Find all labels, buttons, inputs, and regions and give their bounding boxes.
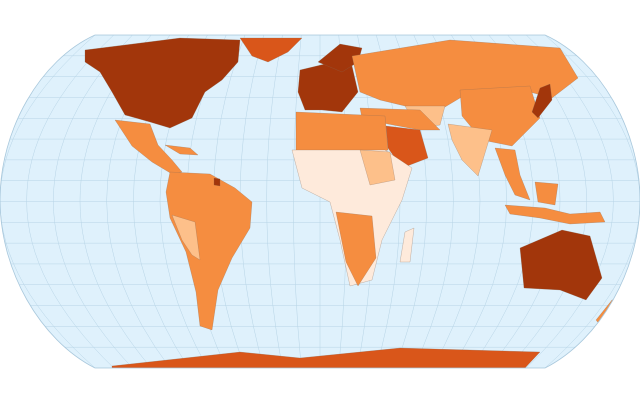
- region-india[interactable]: [447, 123, 493, 177]
- region-madagascar[interactable]: [399, 227, 415, 263]
- graticule-meridian: [293, 35, 302, 368]
- region-south-america[interactable]: [165, 171, 253, 331]
- region-greenland[interactable]: [239, 37, 303, 63]
- countries: [84, 37, 621, 368]
- graticule-meridian: [266, 35, 283, 368]
- region-borneo[interactable]: [534, 181, 559, 206]
- globe-outline: [0, 34, 640, 369]
- region-japan[interactable]: [531, 83, 553, 119]
- region-southern-africa[interactable]: [335, 211, 377, 287]
- region-north-america[interactable]: [84, 37, 241, 129]
- region-antarctica[interactable]: [111, 347, 541, 368]
- region-caribbean[interactable]: [164, 144, 199, 156]
- region-central-america[interactable]: [114, 119, 183, 175]
- graticule-meridian: [26, 35, 114, 368]
- region-australia[interactable]: [519, 229, 603, 301]
- region-southeast-asia[interactable]: [494, 147, 531, 201]
- graticule-meridian: [53, 35, 133, 368]
- graticule-meridian: [544, 35, 640, 368]
- region-indonesia[interactable]: [504, 204, 606, 225]
- region-east-africa[interactable]: [359, 149, 396, 186]
- region-french-guiana[interactable]: [213, 177, 221, 187]
- region-south-america-west[interactable]: [171, 214, 201, 261]
